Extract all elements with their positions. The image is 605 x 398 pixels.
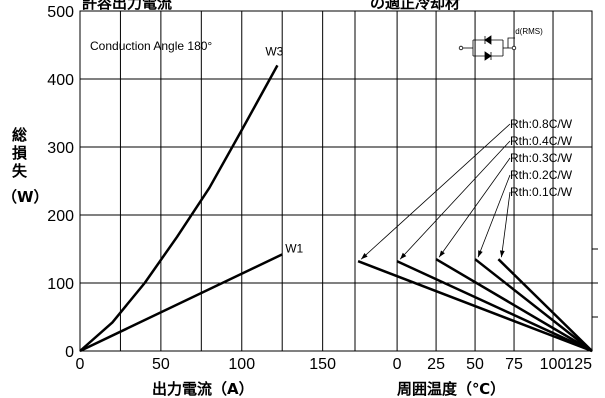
rth-leader-arrowhead [400,252,407,260]
ylabel-char-0: 総 [12,126,27,144]
x-tick-label-right: 100 [540,356,567,373]
rth-leader-arrowhead [478,250,483,258]
curves [79,64,593,353]
ylabel-char-3: （W） [2,188,49,206]
rth-leader-line [438,157,511,258]
rth-label: Rth:0.3C/W [510,151,573,165]
ylabel-char-1: 損 [12,144,28,162]
y-tick-label: 300 [47,140,74,157]
left-chart-title: 許容出力電流 [82,0,172,12]
rth-leader-line [477,174,511,258]
series-line-rth01cw [497,258,593,352]
right-xlabel: 周囲温度（℃） [397,380,505,398]
series-line-rth04cw [396,260,593,353]
rth-leader-arrowhead [499,250,505,258]
rth-label: Rth:0.4C/W [510,134,573,148]
series-line-w1 [79,253,283,353]
circuit-current-label: Id(RMS) [513,27,543,36]
x-tick-label-right: 25 [427,356,445,373]
series-line-rth08cw [357,260,593,353]
series-line-w3 [79,64,279,352]
series-label-w1: W1 [285,241,303,255]
y-tick-label: 400 [47,72,74,89]
rth-leader-arrowhead [361,253,368,260]
x-tick-label-left: 50 [152,356,170,373]
y-tick-label: 100 [47,276,74,293]
x-tick-label-left: 100 [228,356,255,373]
rth-leader-line [360,123,511,260]
series-label-w3: W3 [265,44,283,58]
right-plot-area [354,10,593,352]
rth-label: Rth:0.2C/W [510,168,573,182]
x-tick-label-right: 0 [393,356,402,373]
x-tick-label-left: 0 [76,356,85,373]
left-plot-area [79,10,356,352]
labels: W3 W1 Rth:0.8C/W Rth:0.4C/W Rth:0.3C/W Rth:0.… [265,44,573,260]
series-line-rth03cw [435,258,593,353]
series-line-rth02cw [474,258,593,352]
y-tick-label: 0 [65,344,74,361]
x-tick-label-left: 150 [309,356,336,373]
grid [80,11,592,351]
circuit-diagram-icon [458,35,517,61]
rth-label: Rth:0.8C/W [510,117,573,131]
ylabel-char-2: 失 [12,162,28,180]
rth-label: Rth:0.1C/W [510,185,573,199]
y-tick-label: 500 [47,4,74,21]
y-tick-label: 200 [47,208,74,225]
rth-leader-line [501,191,511,258]
rth-leader-arrowhead [439,250,445,258]
rth-leader-line [399,140,511,260]
conduction-angle-note: Conduction Angle 180° [90,39,212,53]
x-tick-label-right: 75 [505,356,523,373]
x-tick-label-right: 125 [565,356,592,373]
left-xlabel: 出力電流（A） [152,380,254,398]
right-chart-title: の適正冷却材 [370,0,460,12]
x-tick-label-right: 50 [466,356,484,373]
